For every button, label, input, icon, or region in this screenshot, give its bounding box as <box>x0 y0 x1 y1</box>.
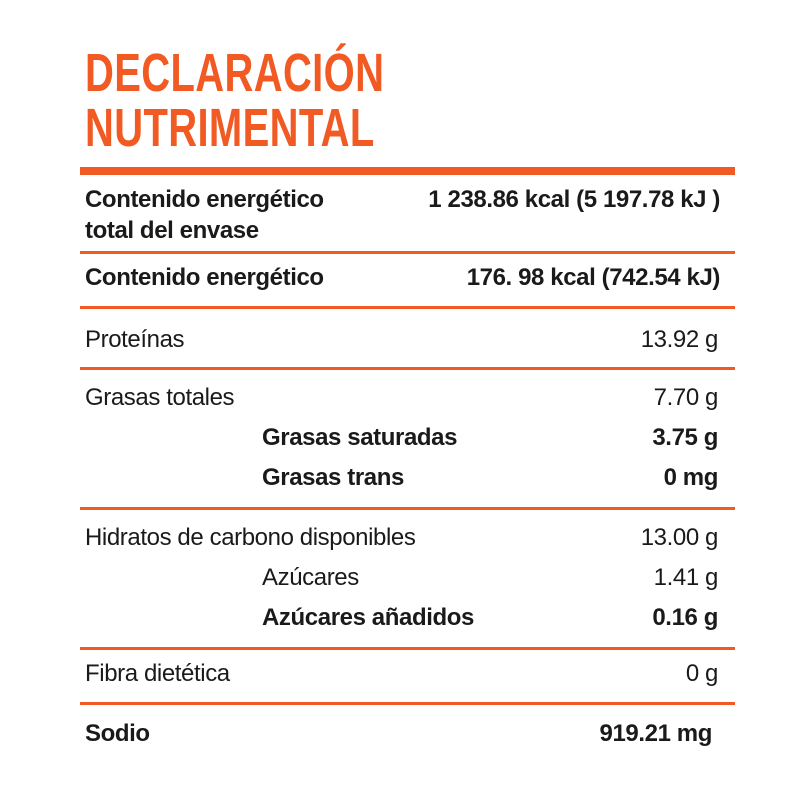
title-line: NUTRIMENTAL <box>85 98 375 158</box>
title-line: DECLARACIÓN <box>85 43 385 103</box>
row-value: 0 g <box>685 660 719 687</box>
row-value: 7.70 g <box>653 384 719 411</box>
row-label: Hidratos de carbono disponibles <box>85 524 416 551</box>
row-value: 919.21 mg <box>599 720 713 747</box>
divider <box>80 306 735 309</box>
row-value: 1.41 g <box>653 564 719 591</box>
row-value: 0 mg <box>663 464 719 491</box>
divider <box>80 367 735 370</box>
divider <box>80 251 735 254</box>
row-label: Contenido energético <box>85 186 324 213</box>
row-label: Sodio <box>85 720 150 747</box>
row-value: 176. 98 kcal (742.54 kJ) <box>466 264 721 291</box>
row-value: 1 238.86 kcal (5 197.78 kJ ) <box>428 186 720 213</box>
row-label: Grasas saturadas <box>262 424 458 451</box>
row-label: Azúcares añadidos <box>262 604 474 631</box>
divider <box>80 507 735 510</box>
row-label: Grasas totales <box>85 384 235 411</box>
row-label: total del envase <box>85 217 259 244</box>
row-value: 3.75 g <box>652 424 718 451</box>
row-label: Contenido energético <box>85 264 324 291</box>
row-value: 13.00 g <box>640 524 719 551</box>
divider <box>80 647 735 650</box>
row-value: 13.92 g <box>640 326 719 353</box>
divider <box>80 702 735 705</box>
row-value: 0.16 g <box>652 604 718 631</box>
row-label: Proteínas <box>85 326 185 353</box>
row-label: Grasas trans <box>262 464 404 491</box>
row-label: Fibra dietética <box>85 660 230 687</box>
row-label: Azúcares <box>262 564 359 591</box>
divider <box>80 167 735 175</box>
